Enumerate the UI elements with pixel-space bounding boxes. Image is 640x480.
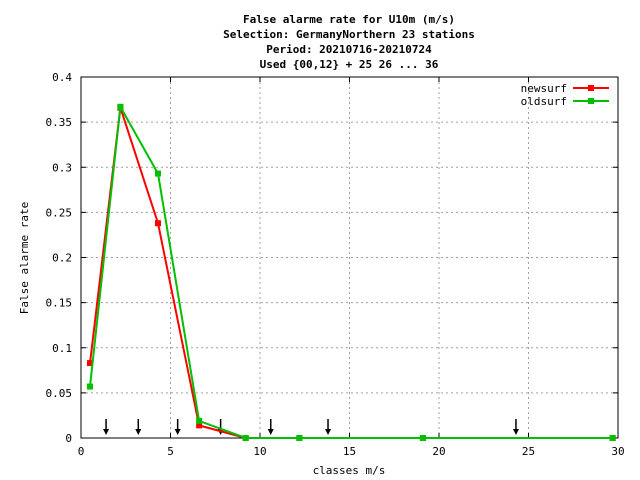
- data-point: [419, 435, 426, 441]
- data-point: [154, 220, 161, 227]
- y-tick-label: 0.35: [46, 116, 73, 129]
- data-point: [86, 360, 93, 367]
- y-tick-label: 0.2: [52, 252, 72, 265]
- data-point: [196, 417, 203, 424]
- x-tick-label: 5: [167, 445, 174, 458]
- legend-marker: [588, 85, 594, 91]
- x-tick-label: 30: [611, 445, 624, 458]
- x-tick-label: 20: [432, 445, 445, 458]
- x-axis-label: classes m/s: [313, 464, 386, 477]
- y-tick-label: 0.1: [52, 342, 72, 355]
- series-newsurf: [86, 104, 616, 441]
- legend-marker: [588, 98, 594, 104]
- data-point: [609, 435, 616, 441]
- y-tick-label: 0.05: [46, 387, 73, 400]
- series-oldsurf: [86, 103, 616, 441]
- arrow-marker: [512, 419, 519, 435]
- chart-title: False alarme rate for U10m (m/s) Selectio…: [223, 13, 475, 71]
- legend-entry: oldsurf: [521, 95, 609, 108]
- x-tick-label: 10: [253, 445, 266, 458]
- arrow-marker: [174, 419, 181, 435]
- y-axis-label: False alarme rate: [18, 202, 31, 315]
- grid: [81, 77, 618, 438]
- data-point: [296, 435, 303, 441]
- arrow-marker: [267, 419, 274, 435]
- y-tick-label: 0.15: [46, 297, 73, 310]
- legend-label: newsurf: [521, 82, 567, 95]
- title-line: Period: 20210716-20210724: [266, 43, 432, 56]
- data-point: [154, 170, 161, 177]
- title-line: False alarme rate for U10m (m/s): [243, 13, 455, 26]
- title-line: Selection: GermanyNorthern 23 stations: [223, 28, 475, 41]
- arrow-marker: [135, 419, 142, 435]
- arrow-marker: [325, 419, 332, 435]
- y-tick-label: 0.3: [52, 161, 72, 174]
- y-tick-label: 0.4: [52, 71, 72, 84]
- series-line: [89, 103, 613, 439]
- x-tick-label: 15: [343, 445, 356, 458]
- arrow-marker: [103, 419, 110, 435]
- x-tick-label: 25: [522, 445, 535, 458]
- data-point: [117, 103, 124, 110]
- series-group: [86, 103, 616, 441]
- data-point: [196, 422, 203, 429]
- x-tick-label: 0: [78, 445, 85, 458]
- data-point: [242, 435, 249, 441]
- y-tick-label: 0: [65, 432, 72, 445]
- x-axis: 0 5 10 15 20 25 30: [78, 77, 625, 458]
- title-line: Used {00,12} + 25 26 ... 36: [260, 58, 439, 71]
- legend-entry: newsurf: [521, 82, 609, 95]
- legend-label: oldsurf: [521, 95, 567, 108]
- series-line: [89, 107, 613, 439]
- data-point: [86, 383, 93, 390]
- arrow-markers: [103, 419, 519, 435]
- y-axis: 0 0.05 0.1 0.15 0.2 0.25 0.3 0.35 0.4: [46, 71, 618, 445]
- y-tick-label: 0.25: [46, 206, 73, 219]
